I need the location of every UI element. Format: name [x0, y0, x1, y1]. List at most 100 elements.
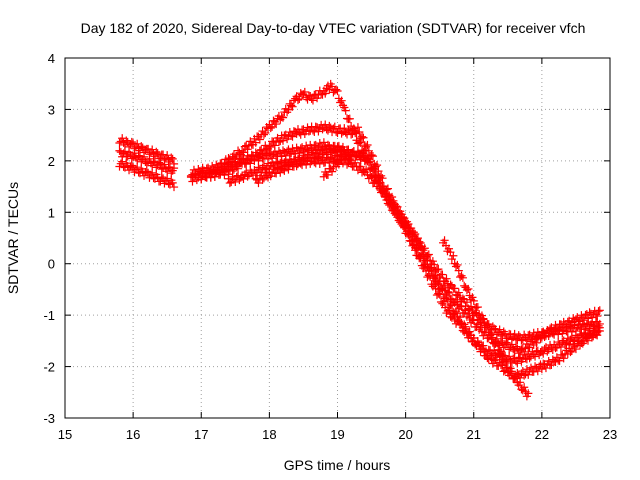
data-point — [293, 95, 303, 105]
data-point — [327, 167, 337, 176]
y-tick-label: -1 — [43, 308, 55, 323]
data-point — [468, 293, 477, 302]
y-tick-label: -3 — [43, 411, 55, 426]
data-point — [447, 254, 456, 264]
data-point — [359, 133, 368, 142]
data-point — [424, 271, 433, 280]
data-point — [148, 168, 157, 177]
data-point — [122, 136, 131, 145]
data-point — [428, 257, 437, 266]
data-point — [487, 328, 496, 338]
data-point — [522, 392, 531, 401]
data-point — [491, 339, 500, 348]
data-point — [349, 147, 358, 156]
data-point — [233, 164, 243, 173]
series-track-3 — [115, 157, 179, 192]
data-point — [483, 320, 492, 330]
data-point — [268, 158, 277, 167]
data-point — [460, 281, 469, 290]
data-point — [413, 233, 422, 243]
data-point — [258, 175, 267, 184]
data-point — [434, 265, 443, 274]
data-point — [265, 149, 274, 158]
data-point — [357, 132, 367, 141]
data-point — [454, 266, 463, 275]
data-point — [477, 311, 487, 320]
data-point — [163, 174, 172, 183]
data-point — [333, 86, 342, 96]
data-point — [287, 158, 296, 167]
data-point — [315, 159, 324, 169]
data-point — [479, 314, 488, 323]
data-point — [153, 149, 162, 158]
data-point — [206, 173, 215, 182]
data-point — [284, 105, 293, 114]
x-tick-label: 23 — [603, 427, 617, 442]
data-point — [169, 164, 179, 173]
data-point — [127, 137, 136, 147]
data-point — [510, 329, 519, 339]
data-point — [593, 331, 602, 340]
data-point — [462, 285, 472, 295]
data-point — [434, 289, 443, 298]
data-point — [157, 172, 166, 182]
data-point — [266, 142, 275, 152]
data-point — [321, 89, 330, 98]
data-point — [277, 112, 286, 122]
data-point — [266, 172, 275, 181]
data-point — [513, 359, 522, 368]
data-point — [537, 365, 546, 374]
data-point — [454, 288, 463, 297]
data-point — [360, 157, 369, 166]
data-point — [520, 350, 529, 359]
data-point — [372, 171, 382, 180]
data-point — [394, 208, 403, 217]
data-point — [551, 343, 560, 353]
data-point — [340, 124, 349, 133]
series-track-1 — [115, 134, 179, 168]
y-tick-label: -2 — [43, 360, 55, 375]
data-point — [302, 160, 311, 169]
data-point — [522, 336, 531, 345]
data-point — [312, 94, 322, 103]
data-point — [451, 307, 461, 316]
data-point — [396, 207, 405, 216]
data-point — [156, 159, 165, 168]
data-point — [254, 178, 263, 188]
data-point — [321, 120, 330, 129]
data-point — [409, 228, 418, 237]
series-track-9 — [319, 146, 356, 181]
data-point — [340, 146, 349, 155]
data-point — [351, 158, 360, 167]
data-point — [315, 139, 324, 148]
data-point — [440, 236, 449, 245]
data-point — [456, 313, 465, 322]
data-point — [169, 182, 179, 192]
data-point — [595, 306, 604, 315]
data-series — [115, 79, 604, 401]
data-point — [356, 162, 365, 171]
y-tick-label: 1 — [48, 205, 55, 220]
data-point — [443, 287, 452, 296]
data-point — [461, 322, 470, 331]
grid — [65, 58, 610, 418]
data-point — [540, 332, 549, 341]
y-tick-label: 2 — [48, 154, 55, 169]
series-track-10 — [438, 236, 533, 401]
data-point — [427, 263, 436, 272]
data-point — [458, 294, 467, 303]
y-tick-label: 4 — [48, 51, 55, 66]
data-point — [372, 160, 382, 170]
data-point — [220, 170, 229, 180]
data-point — [566, 347, 575, 357]
data-point — [272, 169, 281, 178]
data-point — [492, 338, 502, 348]
x-axis-label: GPS time / hours — [284, 457, 391, 473]
data-point — [334, 160, 343, 169]
data-point — [469, 333, 478, 343]
data-point — [300, 87, 309, 97]
data-point — [323, 170, 333, 180]
data-point — [134, 151, 143, 160]
data-point — [280, 166, 289, 175]
